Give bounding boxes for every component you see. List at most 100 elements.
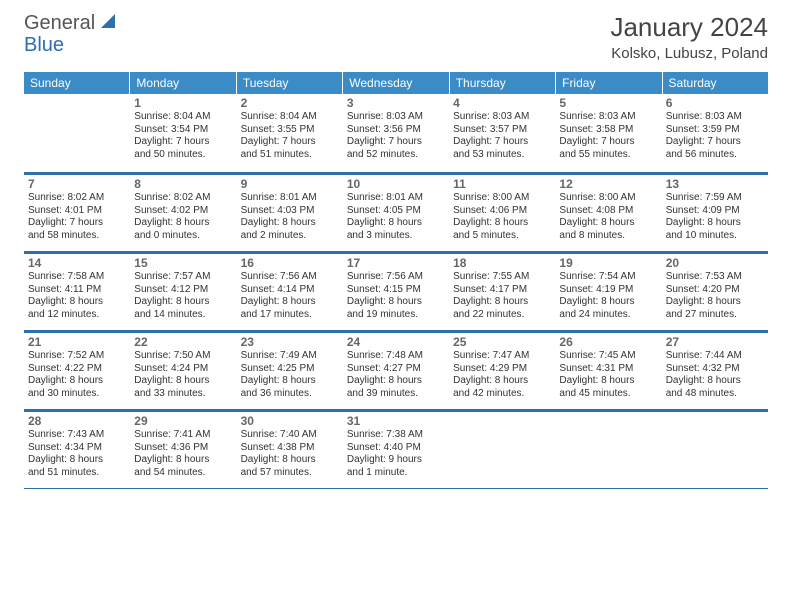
info-line: Sunset: 3:54 PM bbox=[134, 124, 232, 137]
day-cell: 20Sunrise: 7:53 AMSunset: 4:20 PMDayligh… bbox=[662, 252, 768, 330]
day-cell: 7Sunrise: 8:02 AMSunset: 4:01 PMDaylight… bbox=[24, 173, 130, 251]
day-number: 8 bbox=[134, 177, 232, 191]
info-line: Sunset: 4:27 PM bbox=[347, 363, 445, 376]
info-line: Sunset: 4:31 PM bbox=[559, 363, 657, 376]
day-number: 12 bbox=[559, 177, 657, 191]
day-number: 19 bbox=[559, 256, 657, 270]
info-line: and 27 minutes. bbox=[666, 309, 764, 322]
day-cell bbox=[24, 94, 130, 172]
info-line: Sunrise: 7:44 AM bbox=[666, 350, 764, 363]
day-cell: 4Sunrise: 8:03 AMSunset: 3:57 PMDaylight… bbox=[449, 94, 555, 172]
day-cell: 10Sunrise: 8:01 AMSunset: 4:05 PMDayligh… bbox=[343, 173, 449, 251]
day-number: 3 bbox=[347, 96, 445, 110]
day-cell: 17Sunrise: 7:56 AMSunset: 4:15 PMDayligh… bbox=[343, 252, 449, 330]
day-info: Sunrise: 8:04 AMSunset: 3:55 PMDaylight:… bbox=[241, 111, 339, 161]
day-info: Sunrise: 7:58 AMSunset: 4:11 PMDaylight:… bbox=[28, 271, 126, 321]
dow-monday: Monday bbox=[130, 72, 236, 94]
day-number: 16 bbox=[241, 256, 339, 270]
info-line: Sunset: 3:58 PM bbox=[559, 124, 657, 137]
dow-saturday: Saturday bbox=[663, 72, 768, 94]
info-line: and 30 minutes. bbox=[28, 388, 126, 401]
info-line: Sunrise: 7:53 AM bbox=[666, 271, 764, 284]
day-cell: 25Sunrise: 7:47 AMSunset: 4:29 PMDayligh… bbox=[449, 331, 555, 409]
day-number: 9 bbox=[241, 177, 339, 191]
info-line: Daylight: 8 hours bbox=[453, 217, 551, 230]
day-info: Sunrise: 8:01 AMSunset: 4:03 PMDaylight:… bbox=[241, 192, 339, 242]
week-row: 28Sunrise: 7:43 AMSunset: 4:34 PMDayligh… bbox=[24, 410, 768, 489]
info-line: Sunrise: 7:52 AM bbox=[28, 350, 126, 363]
day-cell: 30Sunrise: 7:40 AMSunset: 4:38 PMDayligh… bbox=[237, 410, 343, 488]
logo-text-blue: Blue bbox=[24, 34, 64, 56]
day-info: Sunrise: 7:59 AMSunset: 4:09 PMDaylight:… bbox=[666, 192, 764, 242]
info-line: Sunrise: 7:58 AM bbox=[28, 271, 126, 284]
day-number: 29 bbox=[134, 414, 232, 428]
day-number: 14 bbox=[28, 256, 126, 270]
info-line: Daylight: 8 hours bbox=[453, 375, 551, 388]
info-line: Sunset: 4:06 PM bbox=[453, 205, 551, 218]
info-line: and 51 minutes. bbox=[28, 467, 126, 480]
day-cell: 26Sunrise: 7:45 AMSunset: 4:31 PMDayligh… bbox=[555, 331, 661, 409]
info-line: Sunset: 4:34 PM bbox=[28, 442, 126, 455]
day-info: Sunrise: 8:00 AMSunset: 4:08 PMDaylight:… bbox=[559, 192, 657, 242]
info-line: Sunset: 3:56 PM bbox=[347, 124, 445, 137]
info-line: Sunrise: 8:04 AM bbox=[241, 111, 339, 124]
logo-text-general: General bbox=[24, 12, 95, 35]
info-line: Sunset: 4:14 PM bbox=[241, 284, 339, 297]
info-line: and 58 minutes. bbox=[28, 230, 126, 243]
info-line: and 52 minutes. bbox=[347, 149, 445, 162]
info-line: Sunrise: 7:50 AM bbox=[134, 350, 232, 363]
day-number: 7 bbox=[28, 177, 126, 191]
info-line: Sunset: 4:11 PM bbox=[28, 284, 126, 297]
info-line: and 54 minutes. bbox=[134, 467, 232, 480]
weeks-container: 1Sunrise: 8:04 AMSunset: 3:54 PMDaylight… bbox=[24, 94, 768, 489]
day-info: Sunrise: 7:57 AMSunset: 4:12 PMDaylight:… bbox=[134, 271, 232, 321]
day-number: 27 bbox=[666, 335, 764, 349]
info-line: Sunrise: 8:04 AM bbox=[134, 111, 232, 124]
info-line: Daylight: 8 hours bbox=[666, 217, 764, 230]
info-line: Daylight: 8 hours bbox=[28, 375, 126, 388]
day-info: Sunrise: 7:49 AMSunset: 4:25 PMDaylight:… bbox=[241, 350, 339, 400]
info-line: Sunset: 4:38 PM bbox=[241, 442, 339, 455]
info-line: Sunrise: 7:59 AM bbox=[666, 192, 764, 205]
info-line: Sunset: 3:57 PM bbox=[453, 124, 551, 137]
day-info: Sunrise: 8:03 AMSunset: 3:57 PMDaylight:… bbox=[453, 111, 551, 161]
info-line: Sunset: 4:40 PM bbox=[347, 442, 445, 455]
day-info: Sunrise: 7:44 AMSunset: 4:32 PMDaylight:… bbox=[666, 350, 764, 400]
day-number: 22 bbox=[134, 335, 232, 349]
info-line: Daylight: 8 hours bbox=[666, 375, 764, 388]
info-line: Sunset: 4:01 PM bbox=[28, 205, 126, 218]
day-info: Sunrise: 8:02 AMSunset: 4:02 PMDaylight:… bbox=[134, 192, 232, 242]
info-line: and 56 minutes. bbox=[666, 149, 764, 162]
day-cell: 31Sunrise: 7:38 AMSunset: 4:40 PMDayligh… bbox=[343, 410, 449, 488]
info-line: Sunset: 4:20 PM bbox=[666, 284, 764, 297]
day-cell: 28Sunrise: 7:43 AMSunset: 4:34 PMDayligh… bbox=[24, 410, 130, 488]
info-line: Sunset: 4:24 PM bbox=[134, 363, 232, 376]
day-number: 15 bbox=[134, 256, 232, 270]
day-cell: 5Sunrise: 8:03 AMSunset: 3:58 PMDaylight… bbox=[555, 94, 661, 172]
day-info: Sunrise: 7:54 AMSunset: 4:19 PMDaylight:… bbox=[559, 271, 657, 321]
info-line: and 2 minutes. bbox=[241, 230, 339, 243]
info-line: and 36 minutes. bbox=[241, 388, 339, 401]
day-cell: 22Sunrise: 7:50 AMSunset: 4:24 PMDayligh… bbox=[130, 331, 236, 409]
logo-blue-wrap: Blue bbox=[24, 34, 64, 57]
info-line: and 5 minutes. bbox=[453, 230, 551, 243]
info-line: Sunset: 4:09 PM bbox=[666, 205, 764, 218]
info-line: Daylight: 8 hours bbox=[347, 296, 445, 309]
day-info: Sunrise: 7:53 AMSunset: 4:20 PMDaylight:… bbox=[666, 271, 764, 321]
day-cell: 8Sunrise: 8:02 AMSunset: 4:02 PMDaylight… bbox=[130, 173, 236, 251]
info-line: and 24 minutes. bbox=[559, 309, 657, 322]
day-cell: 15Sunrise: 7:57 AMSunset: 4:12 PMDayligh… bbox=[130, 252, 236, 330]
info-line: Daylight: 7 hours bbox=[453, 136, 551, 149]
info-line: Daylight: 8 hours bbox=[28, 454, 126, 467]
day-number: 10 bbox=[347, 177, 445, 191]
day-cell bbox=[555, 410, 661, 488]
day-info: Sunrise: 7:48 AMSunset: 4:27 PMDaylight:… bbox=[347, 350, 445, 400]
day-cell: 18Sunrise: 7:55 AMSunset: 4:17 PMDayligh… bbox=[449, 252, 555, 330]
dow-friday: Friday bbox=[556, 72, 662, 94]
info-line: Sunrise: 8:02 AM bbox=[134, 192, 232, 205]
week-row: 1Sunrise: 8:04 AMSunset: 3:54 PMDaylight… bbox=[24, 94, 768, 173]
day-info: Sunrise: 7:50 AMSunset: 4:24 PMDaylight:… bbox=[134, 350, 232, 400]
info-line: Daylight: 7 hours bbox=[347, 136, 445, 149]
info-line: Sunset: 4:02 PM bbox=[134, 205, 232, 218]
info-line: Sunrise: 7:48 AM bbox=[347, 350, 445, 363]
